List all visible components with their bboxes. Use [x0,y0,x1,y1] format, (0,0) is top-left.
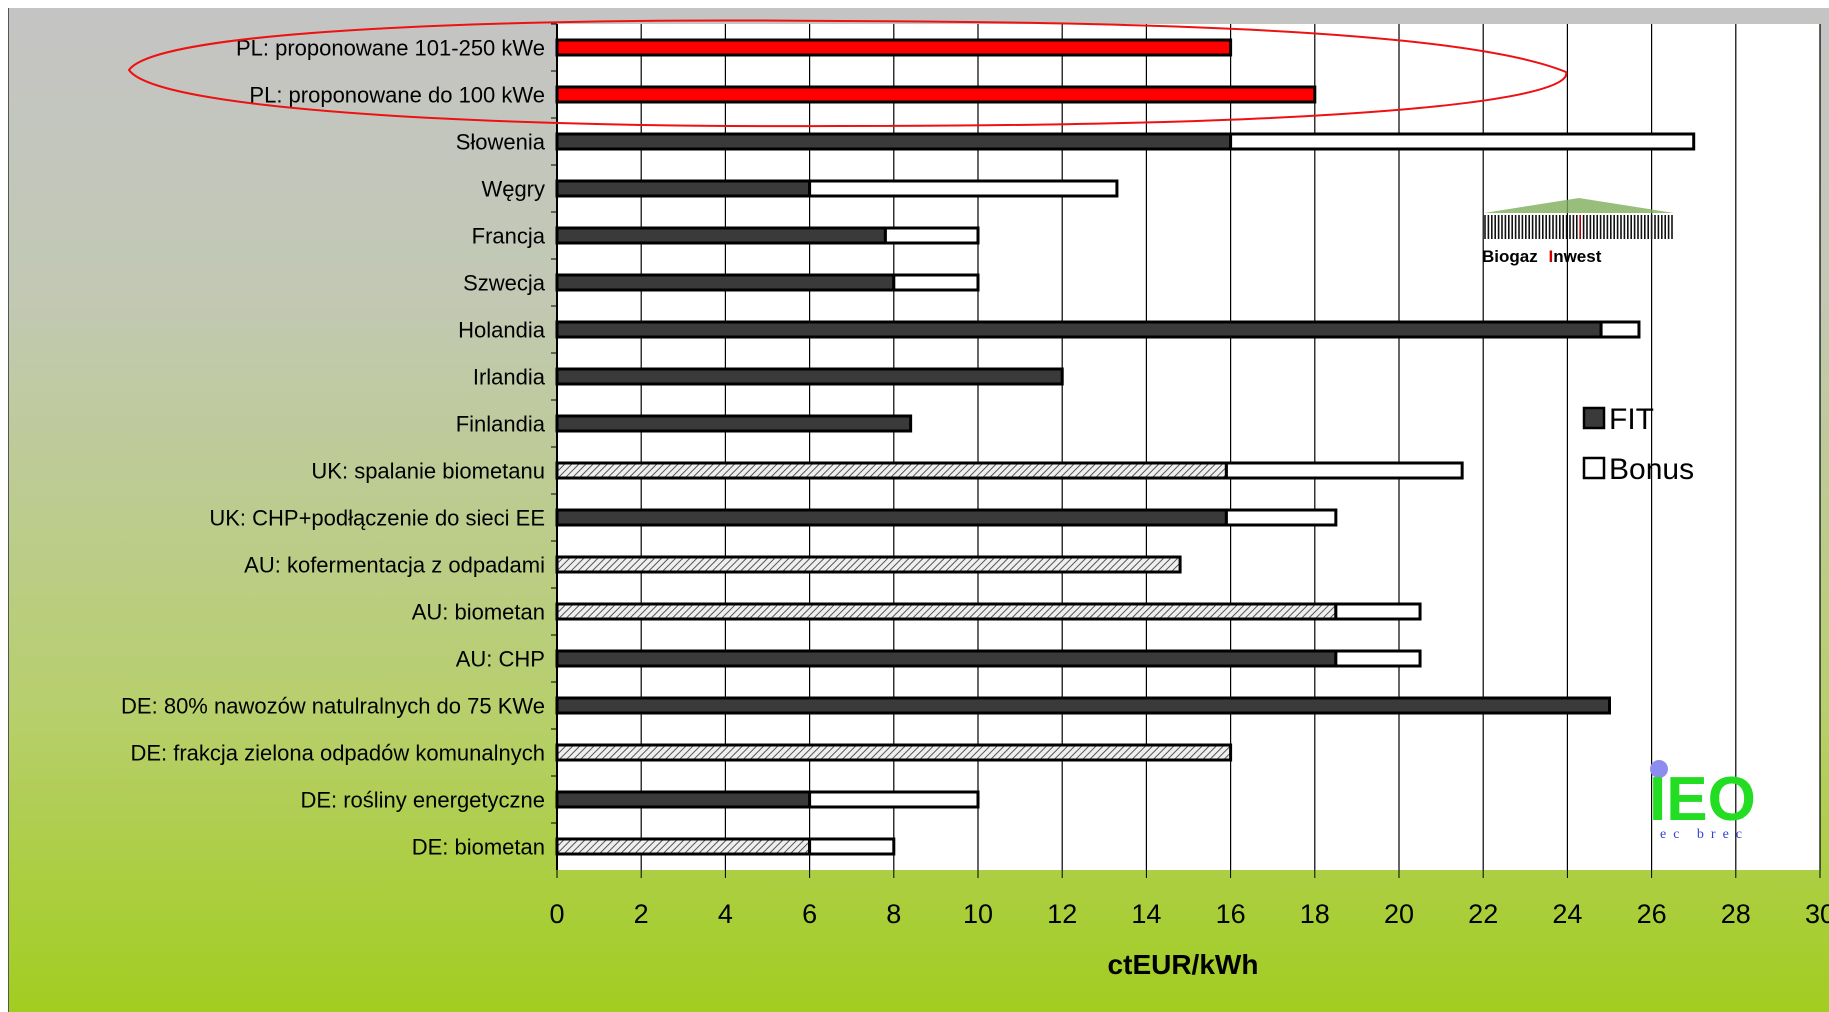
category-label: PL: proponowane do 100 kWe [249,83,545,108]
category-label: DE: rośliny energetyczne [300,788,545,813]
category-label: AU: CHP [456,647,545,672]
bar-fit [555,508,1228,527]
bar-fit [555,367,1064,386]
x-tick-label: 0 [549,899,564,929]
bar-fit [555,273,896,292]
x-tick-label: 14 [1131,899,1161,929]
bar-bonus [1224,461,1464,480]
category-label: Szwecja [463,271,546,296]
bar-bonus [808,790,980,809]
x-tick-label: 30 [1805,899,1829,929]
bar-fit [555,696,1611,715]
legend-label-fit: FIT [1609,403,1654,436]
bar-fit [555,790,812,809]
x-axis-title: ctEUR/kWh [1108,949,1259,980]
x-tick-label: 2 [634,899,649,929]
bar-fit [555,132,1233,151]
bar-bonus [1224,508,1338,527]
category-labels: PL: proponowane 101-250 kWe PL: proponowa… [121,36,546,860]
x-tick-label: 16 [1216,899,1246,929]
plot-area [557,24,1820,870]
logo-inwest-initial: I [1548,247,1553,266]
x-tick-label: 18 [1300,899,1330,929]
bar-fit [555,555,1182,574]
x-tick-label: 26 [1637,899,1667,929]
bar-fit [555,602,1338,621]
category-label: DE: biometan [412,835,545,860]
x-tick-label: 22 [1468,899,1498,929]
category-label: DE: frakcja zielona odpadów komunalnych [130,741,545,766]
category-label: Węgry [481,177,545,202]
legend-swatch-bonus [1582,456,1606,480]
x-tick-labels: 0 2 4 6 8 10 12 14 16 18 20 22 24 26 28 30 [549,899,1829,929]
category-label: Finlandia [456,412,546,437]
x-tick-label: 6 [802,899,817,929]
x-tick-label: 4 [718,899,733,929]
bar-fit [555,461,1228,480]
x-tick-label: 8 [886,899,901,929]
category-label: UK: CHP+podłączenie do sieci EE [209,506,545,531]
category-label: AU: biometan [412,600,545,625]
category-label: Francja [472,224,546,249]
bar-fit [555,649,1338,668]
biogaz-inwest-logo: Biogaz Inwest [1482,198,1674,266]
legend-label-bonus: Bonus [1609,453,1694,486]
bar-bonus [808,179,1119,198]
category-label: PL: proponowane 101-250 kWe [236,36,545,61]
bar-bonus [1599,320,1641,339]
bar-bonus [1334,602,1422,621]
bars [551,23,1696,856]
bar-bonus [1334,649,1422,668]
legend-swatch-fit [1582,406,1606,430]
ieo-ec-brec-logo: IEO ec brec [1649,760,1756,842]
x-tick-label: 24 [1552,899,1582,929]
highlight-ellipse [127,19,1568,128]
category-label: Słowenia [456,130,546,155]
bar-bonus [883,226,980,245]
chart-frame: PL: proponowane 101-250 kWe PL: proponowa… [8,8,1829,1012]
category-label: UK: spalanie biometanu [311,459,545,484]
x-tick-label: 28 [1721,899,1751,929]
bar-fit [555,38,1233,57]
bar-bonus [892,273,980,292]
category-label: Irlandia [473,365,546,390]
x-tick-label: 20 [1384,899,1414,929]
bar-bonus [1229,132,1696,151]
bar-fit [555,414,913,433]
x-tick-label: 10 [963,899,993,929]
gridlines [556,24,1821,878]
bar-fit [555,837,812,856]
bar-fit [555,85,1317,104]
bar-fit [555,743,1233,762]
category-label: Holandia [458,318,546,343]
category-label: DE: 80% nawozów natulralnych do 75 KWe [121,694,545,719]
bar-fit [555,320,1603,339]
bar-fit [555,226,887,245]
chart: PL: proponowane 101-250 kWe PL: proponowa… [121,19,1829,980]
logo-inwest-rest: nwest [1553,247,1602,266]
bar-fit [555,179,812,198]
logo-biogaz-word: Biogaz [1482,247,1538,266]
svg-text:Biogaz Inwest: Biogaz Inwest [1482,247,1602,266]
category-label: AU: kofermentacja z odpadami [244,553,545,578]
logo-ieo-main: IEO [1649,765,1756,834]
legend: FIT Bonus [1582,403,1694,486]
bar-bonus [808,837,896,856]
x-tick-label: 12 [1047,899,1077,929]
logo-ieo-sub: ec brec [1660,827,1749,842]
